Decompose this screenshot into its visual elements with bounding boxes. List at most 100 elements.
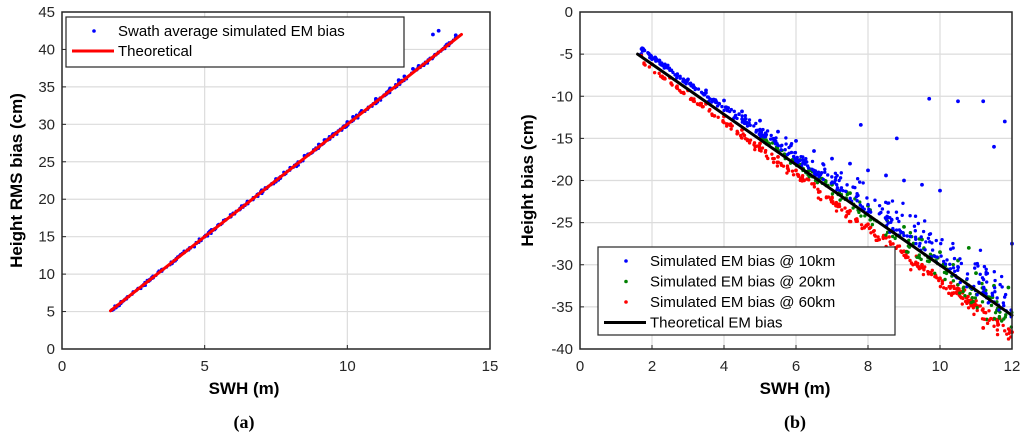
scatter-fill-blue-220: [901, 201, 905, 206]
y-tick--40: -40: [551, 341, 573, 358]
scatter-fill-red-263: [952, 291, 956, 295]
scatter-fill-blue-353: [816, 170, 821, 174]
scatter-fill-green-111: [980, 300, 985, 304]
scatter-fill-blue-186: [1000, 285, 1004, 289]
scatter-fill-red-108: [995, 328, 1000, 332]
data-point-s0-20: [981, 99, 986, 104]
scatter-fill-green-114: [851, 206, 855, 210]
scatter-fill-blue-156: [990, 293, 995, 297]
scatter-fill-red-2: [771, 160, 776, 165]
scatter-fill-blue-153: [897, 228, 902, 232]
scatter-fill-blue-382: [762, 135, 767, 139]
scatter-fill-blue-410: [759, 129, 763, 134]
scatter-fill-blue-344: [768, 137, 773, 141]
scatter-fill-blue-194: [978, 248, 983, 252]
scatter-fill-red-224: [760, 146, 765, 150]
data-point-s0-25: [894, 136, 899, 141]
scatter-fill-red-235: [871, 229, 876, 234]
line-series-theoretical-em-bias: [636, 52, 1014, 317]
scatter-fill-blue-408: [913, 229, 918, 233]
scatter-fill-red-23: [987, 309, 991, 313]
scatter-fill-red-209: [922, 268, 926, 272]
scatter-fill-red-264: [831, 201, 835, 206]
scatter-fill-blue-356: [992, 286, 997, 290]
scatter-fill-red-313: [949, 284, 953, 289]
scatter-fill-blue-242: [880, 207, 885, 211]
scatter-fill-blue-125: [997, 308, 1001, 312]
data-point-s1-10: [974, 271, 978, 276]
scatter-fill-blue-247: [993, 290, 997, 294]
scatter-fill-blue-169: [826, 173, 830, 177]
data-point-s0-21: [1002, 119, 1007, 124]
scatter-fill-blue-400: [801, 161, 805, 165]
scatter-fill-blue-401: [844, 189, 848, 194]
series-line-1: [109, 32, 463, 313]
chart-panel-a: 0 5 10 15 0 5 10 15 20 25 30 35 40 45 SWH (m) Height…: [7, 4, 498, 433]
scatter-fill-blue-304: [953, 269, 957, 274]
scatter-fill-green-57: [992, 317, 997, 321]
scatter-fill-red-256: [707, 109, 711, 113]
data-point-s0-22: [992, 144, 996, 149]
data-point-s1-8: [938, 250, 942, 255]
scatter-fill-green-35: [933, 271, 937, 275]
scatter-fill-blue-147: [995, 296, 999, 300]
scatter-fill-red-170: [995, 332, 1000, 337]
scatter-fill-red-220: [824, 196, 829, 200]
scatter-fill-green-108: [980, 281, 984, 286]
x-tick-2: 2: [648, 358, 656, 375]
data-point-s0-8: [776, 129, 780, 134]
scatter-fill-blue-354: [984, 267, 988, 271]
x-axis-label-a: SWH (m): [209, 379, 280, 398]
scatter-fill-blue-294: [743, 121, 748, 125]
scatter-fill-red-201: [675, 86, 680, 91]
legend-box-b: [597, 246, 896, 336]
y-tick--5: -5: [560, 46, 573, 63]
scatter-fill-red-267: [944, 286, 948, 291]
scatter-fill-red-281: [735, 129, 739, 134]
scatter-fill-red-279: [796, 174, 801, 179]
y-tick-35: 35: [38, 79, 55, 96]
scatter-fill-red-242: [800, 175, 804, 179]
scatter-fill-red-175: [975, 308, 979, 313]
scatter-fill-red-258: [779, 161, 783, 166]
scatter-fill-blue-182: [839, 171, 843, 175]
scatter-fill-blue-90: [855, 199, 859, 203]
scatter-fill-blue-210: [981, 277, 986, 282]
legend-a: Swath average simulated EM bias Theoreti…: [65, 16, 405, 68]
scatter-fill-red-294: [745, 138, 750, 143]
data-point-s2-9: [794, 168, 798, 173]
data-point-s0-12: [848, 161, 852, 166]
scatter-fill-blue-341: [752, 124, 756, 128]
data-point-s1-14: [966, 246, 971, 250]
scatter-fill-blue-260: [764, 132, 769, 137]
x-tick-10: 10: [339, 358, 356, 375]
scatter-fill-blue-124: [754, 121, 758, 126]
scatter-fill-red-60: [1006, 337, 1011, 341]
scatter-fill-red-138: [940, 281, 945, 286]
scatter-fill-red-261: [763, 148, 768, 153]
scatter-fill-blue-279: [804, 156, 808, 161]
scatter-fill-blue-252: [806, 166, 811, 170]
scatter-fill-blue-337: [927, 232, 932, 237]
scatter-fill-red-247: [972, 303, 976, 308]
scatter-fill-red-7: [966, 306, 971, 310]
legend-label-20km: Simulated EM bias @ 20km: [650, 274, 835, 291]
scatter-fill-green-95: [970, 296, 975, 300]
x-tick-0: 0: [576, 358, 584, 375]
scatter-fill-green-109: [956, 283, 960, 287]
data-point-s0-14: [884, 173, 888, 178]
scatter-fill-red-221: [775, 164, 780, 168]
data-point-s0-13: [866, 168, 870, 173]
scatter-fill-red-270: [864, 223, 868, 228]
scatter-fill-blue-227: [958, 257, 962, 261]
scatter-fill-blue-345: [922, 219, 927, 223]
legend-marker-10km: [624, 259, 628, 263]
scatter-fill-blue-238: [674, 73, 679, 77]
plot-frame-a: [61, 11, 491, 350]
scatter-fill-blue-269: [939, 254, 943, 258]
scatter-fill-blue-237: [919, 235, 923, 239]
scatter-fill-blue-217: [941, 259, 946, 264]
scatter-fill-green-73: [973, 296, 978, 300]
scatter-fill-red-283: [909, 261, 914, 265]
scatter-fill-blue-175: [845, 183, 849, 187]
